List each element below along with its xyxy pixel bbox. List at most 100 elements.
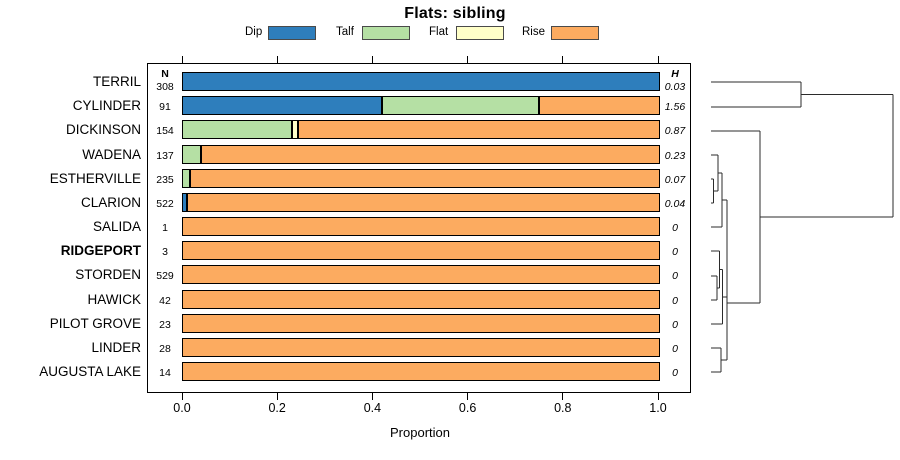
bottom-axis-tick-0.8 (562, 393, 564, 400)
bottom-axis-tick-0.0 (181, 393, 183, 400)
bar-segment-rise (537, 97, 659, 115)
bar-segment-rise (183, 266, 659, 284)
h-column-header: H (671, 68, 679, 80)
row-label-hawick: HAWICK (87, 291, 142, 307)
h-value-clarion: 0.04 (664, 197, 686, 210)
n-value-clarion: 522 (156, 197, 174, 210)
bar-segment-talf (183, 145, 201, 163)
bottom-axis-tick-0.4 (371, 393, 373, 400)
legend-label-flat: Flat (429, 26, 449, 38)
chart-title: Flats: sibling (404, 5, 506, 22)
row-label-estherville: ESTHERVILLE (49, 170, 141, 186)
n-value-augusta-lake: 14 (159, 367, 171, 379)
axis-tick-label-0.2: 0.2 (268, 401, 286, 415)
legend-label-rise: Rise (522, 26, 546, 38)
legend-swatch-flat (456, 26, 504, 40)
bar-segment-dip (183, 73, 659, 90)
row-label-salida: SALIDA (92, 219, 141, 234)
top-axis-tick-0.2 (276, 56, 278, 63)
stacked-bar-salida (182, 217, 660, 236)
n-value-pilot-grove: 23 (159, 318, 171, 331)
bar-segment-rise (183, 363, 659, 380)
h-value-salida: 0 (672, 222, 678, 234)
bar-segment-rise (200, 145, 659, 163)
bar-segment-rise (183, 338, 659, 356)
bar-segment-rise (183, 242, 659, 260)
h-value-wadena: 0.23 (664, 149, 686, 162)
bar-segment-dip (183, 193, 186, 211)
x-axis-title: Proportion (390, 425, 450, 440)
h-value-pilot-grove: 0 (672, 318, 678, 331)
bar-segment-rise (188, 169, 659, 187)
n-value-terril: 308 (156, 81, 174, 93)
h-value-cylinder: 1.56 (664, 101, 686, 114)
bottom-axis-tick-0.2 (276, 393, 278, 400)
h-value-linder: 0 (672, 342, 678, 355)
legend-swatch-dip (268, 26, 316, 40)
stacked-bar-hawick (182, 289, 660, 309)
stacked-bar-clarion (182, 192, 660, 212)
h-value-terril: 0.03 (664, 81, 686, 93)
plot-frame (147, 63, 691, 393)
h-value-estherville: 0.07 (664, 173, 686, 186)
axis-tick-label-0.4: 0.4 (363, 401, 382, 415)
bar-segment-rise (296, 121, 659, 139)
bar-segment-talf (381, 97, 538, 115)
axis-tick-label-0.6: 0.6 (458, 401, 477, 415)
stacked-bar-linder (182, 337, 660, 357)
bar-segment-rise (183, 218, 659, 235)
bottom-axis-tick-0.6 (467, 393, 469, 400)
n-column-header: N (161, 68, 169, 80)
h-value-storden: 0 (672, 270, 678, 283)
top-axis-tick-0.4 (371, 56, 373, 63)
legend: Dip Talf Flat Rise (0, 26, 900, 42)
dendrogram (711, 81, 894, 373)
bar-segment-flat (291, 121, 297, 139)
axis-tick-label-0.8: 0.8 (554, 401, 572, 415)
stacked-bar-storden (182, 265, 660, 285)
top-axis-tick-0.8 (562, 56, 564, 63)
legend-label-talf: Talf (336, 26, 354, 38)
n-value-dickinson: 154 (156, 125, 174, 138)
stacked-bar-augusta-lake (182, 362, 660, 381)
h-value-hawick: 0 (672, 294, 678, 307)
row-label-linder: LINDER (91, 339, 141, 355)
n-value-storden: 529 (156, 270, 174, 283)
stacked-bar-pilot-grove (182, 313, 660, 333)
n-value-hawick: 42 (159, 294, 171, 307)
bottom-axis-tick-1.0 (657, 393, 659, 400)
h-value-ridgeport: 0 (672, 246, 678, 259)
stacked-bar-ridgeport (182, 241, 660, 261)
stacked-bar-wadena (182, 144, 660, 164)
legend-swatch-talf (362, 26, 410, 40)
stacked-bar-cylinder (182, 96, 660, 116)
bar-segment-rise (185, 193, 659, 211)
n-value-salida: 1 (162, 222, 168, 234)
legend-swatch-rise (551, 26, 599, 40)
top-axis-tick-0.6 (467, 56, 469, 63)
axis-tick-label-0.0: 0.0 (173, 401, 191, 415)
bar-segment-dip (183, 97, 382, 115)
n-value-ridgeport: 3 (162, 246, 168, 259)
bar-segment-talf (183, 121, 292, 139)
axis-tick-label-1.0: 1.0 (649, 401, 667, 415)
row-label-storden: STORDEN (75, 267, 141, 283)
row-label-pilot-grove: PILOT GROVE (49, 315, 141, 331)
stacked-bar-dickinson (182, 120, 660, 140)
n-value-wadena: 137 (156, 149, 174, 162)
n-value-estherville: 235 (156, 173, 174, 186)
stacked-bar-terril (182, 72, 660, 91)
bar-segment-talf (183, 169, 189, 187)
n-value-linder: 28 (159, 342, 171, 355)
stacked-bar-estherville (182, 168, 660, 188)
h-value-augusta-lake: 0 (672, 367, 678, 379)
row-label-cylinder: CYLINDER (72, 98, 141, 114)
h-value-dickinson: 0.87 (664, 125, 686, 138)
row-label-augusta-lake: AUGUSTA LAKE (39, 364, 141, 379)
top-axis-tick-0.0 (181, 56, 183, 63)
top-axis-tick-1.0 (657, 56, 659, 63)
bar-segment-rise (183, 314, 659, 332)
row-label-ridgeport: RIDGEPORT (60, 243, 141, 259)
legend-label-dip: Dip (245, 26, 263, 38)
